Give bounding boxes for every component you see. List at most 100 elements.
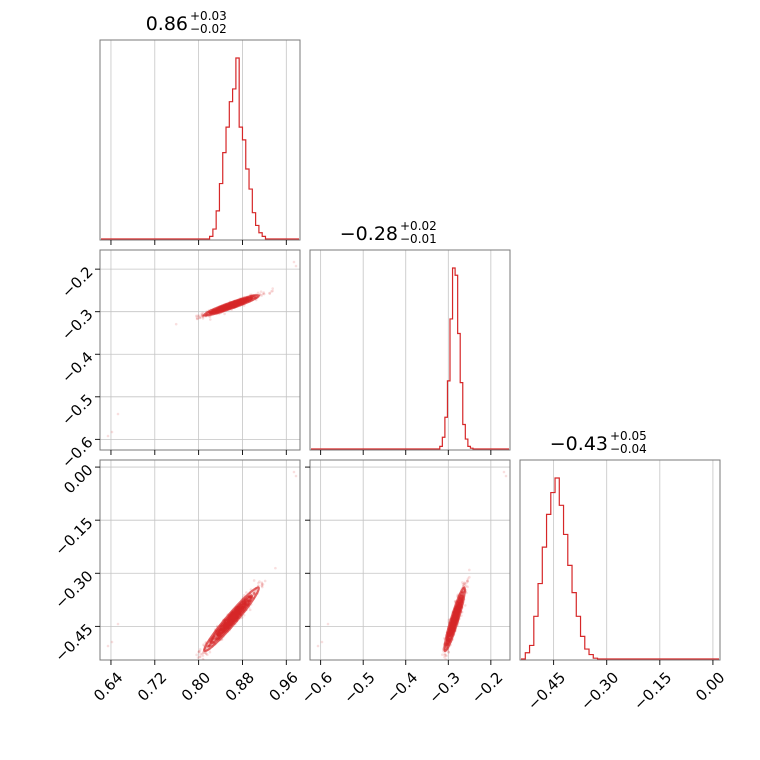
param-title-0: 0.86 (146, 13, 188, 35)
gridlines (310, 460, 510, 660)
sample-point (207, 644, 211, 647)
sample-point (204, 651, 208, 655)
x-tick-label: −0.6 (298, 668, 336, 706)
sample-point (209, 643, 212, 647)
sample-point (262, 291, 266, 294)
sample-point (116, 412, 120, 416)
sample-point (206, 645, 209, 649)
param-title-2: −0.43 (550, 433, 608, 455)
sample-point (260, 583, 264, 587)
sample-point (198, 648, 202, 651)
sample-point (260, 294, 263, 297)
gridlines (110, 40, 287, 240)
x-tick-label: −0.15 (630, 668, 675, 713)
histogram-line (101, 57, 299, 240)
sample-point (261, 585, 264, 589)
panel-frame (99, 459, 301, 661)
sample-point (200, 313, 204, 317)
hist-panel-1 (309, 249, 511, 451)
sample-point (200, 652, 204, 656)
sample-point (268, 292, 272, 295)
param-title-upper-2: +0.05 (610, 429, 647, 443)
sample-point (205, 652, 208, 656)
sample-point (465, 581, 468, 585)
sample-point (116, 622, 120, 626)
sample-point (248, 608, 252, 612)
sample-point (201, 657, 205, 660)
sample-point (320, 640, 324, 644)
y-tick-label: −0.6 (58, 433, 96, 471)
sample-point (208, 318, 212, 321)
contour-line (203, 294, 261, 317)
sample-point (223, 312, 226, 316)
hist-panel-2 (519, 459, 721, 661)
sample-point (201, 654, 205, 657)
scatter-points (106, 260, 298, 438)
x-tick-label: −0.2 (468, 668, 506, 706)
sample-point (246, 599, 249, 603)
sample-point (443, 652, 447, 656)
x-tick-label: 0.64 (90, 668, 126, 704)
sample-point (465, 579, 469, 583)
x-tick-label: 0.88 (222, 668, 258, 704)
sample-point (207, 644, 211, 648)
sample-point (194, 314, 198, 318)
sample-point (197, 650, 201, 653)
sample-point (110, 640, 114, 644)
gridlines (320, 250, 492, 450)
sample-point (196, 314, 200, 317)
y-tick-label: −0.3 (58, 306, 96, 344)
sample-point (195, 317, 199, 321)
sample-point (197, 314, 201, 318)
sample-point (447, 650, 451, 654)
sample-point (206, 653, 209, 657)
sample-point (464, 584, 468, 588)
sample-point (463, 604, 467, 607)
y-tick-label: −0.15 (51, 514, 96, 559)
sample-point (463, 581, 466, 584)
param-title-upper-1: +0.02 (400, 219, 437, 233)
sample-point (200, 313, 204, 317)
sample-point (274, 566, 277, 570)
panel-frame (309, 459, 511, 661)
sample-point (326, 622, 330, 626)
x-tick-label: 0.96 (266, 668, 302, 704)
sample-point (259, 290, 263, 293)
y-tick-label: −0.45 (51, 620, 96, 665)
sample-point (245, 591, 248, 594)
sample-point (202, 651, 205, 655)
contour-line (209, 594, 254, 645)
param-title-lower-2: −0.04 (610, 442, 647, 456)
x-tick-label: 0.00 (692, 668, 728, 704)
param-title-lower-1: −0.01 (400, 232, 437, 246)
gridlines (553, 460, 714, 660)
sample-point (192, 662, 195, 665)
gridlines (100, 460, 300, 660)
contour-line (203, 586, 261, 653)
y-tick-label: −0.30 (51, 567, 96, 612)
param-title-upper-0: +0.03 (190, 9, 227, 23)
sample-point (252, 579, 256, 582)
scatter-points (106, 470, 298, 665)
sample-point (260, 581, 264, 584)
axes: −0.6−0.5−0.4−0.3−0.20.64 0.72 0.80 0.88 0.96… (51, 240, 728, 714)
sample-point (198, 316, 201, 320)
sample-point (198, 316, 202, 320)
sample-point (252, 592, 256, 595)
contour-line (216, 602, 247, 637)
param-title-lower-0: −0.02 (190, 22, 227, 36)
sample-point (198, 655, 201, 659)
y-tick-label: −0.2 (58, 263, 96, 301)
sample-point (261, 583, 265, 586)
sample-point (260, 584, 264, 588)
sample-point (199, 652, 202, 656)
panels: −0.6−0.5−0.4−0.3−0.20.64 0.72 0.80 0.88 0.96… (51, 39, 728, 714)
x-tick-label: −0.5 (340, 668, 378, 706)
contour-line (443, 586, 466, 653)
sample-point (174, 322, 178, 326)
sample-point (207, 645, 210, 649)
sample-point (208, 644, 211, 648)
sample-point (246, 599, 249, 603)
sample-point (207, 644, 211, 648)
